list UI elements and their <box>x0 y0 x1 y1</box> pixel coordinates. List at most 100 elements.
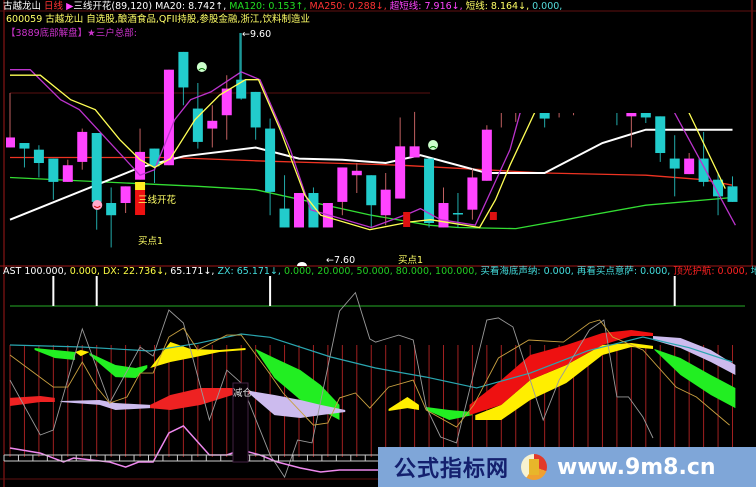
position-box-label: 减仓 <box>233 387 253 399</box>
candle <box>33 145 44 178</box>
candle <box>366 175 377 228</box>
red-signal-marker <box>403 212 411 227</box>
smile-face-icon <box>92 200 103 210</box>
position-box <box>232 382 249 463</box>
candle <box>337 167 348 216</box>
sad-face-icon <box>428 140 439 150</box>
candle <box>236 33 247 100</box>
low-price-label: ←7.60 <box>326 255 355 266</box>
sad-face-icon <box>196 62 207 72</box>
candle-body <box>424 158 435 224</box>
candle <box>77 128 88 170</box>
signal-bar-red <box>135 190 146 215</box>
candle <box>351 163 362 194</box>
signal-markers <box>92 62 497 227</box>
candle-body <box>163 69 174 166</box>
candle <box>467 168 478 220</box>
candle-body <box>698 158 709 182</box>
candle-body <box>120 186 131 204</box>
candle-body <box>713 179 724 197</box>
watermark-banner: 公式指标网 www.9m8.cn <box>378 447 756 487</box>
candle-body <box>337 167 348 202</box>
candle <box>250 91 261 140</box>
header-segment: 超短线: 7.916↓, <box>390 0 466 12</box>
indicator-band <box>75 349 90 357</box>
header-segment: MA250: 0.288↓, <box>310 1 390 12</box>
indicator-band <box>255 349 340 420</box>
red-signal-marker <box>489 212 497 220</box>
candle-body <box>294 193 304 228</box>
candle-body <box>207 120 218 129</box>
signal-bar-yellow <box>135 182 146 190</box>
candle <box>452 193 463 228</box>
watermark-url[interactable]: www.9m8.cn <box>557 454 716 480</box>
indicator-band <box>475 342 654 420</box>
buy-point-label: 买点1 <box>138 236 163 247</box>
candle <box>120 186 131 214</box>
candle-body <box>6 137 15 148</box>
candle <box>265 118 276 216</box>
header-segment: 短线: 8.164↓, <box>466 0 532 12</box>
candle-body <box>33 149 44 164</box>
candle-body <box>395 146 406 199</box>
candle <box>149 148 160 184</box>
signal-label: 三线开花 <box>138 194 177 206</box>
header-segment: 65.171↓, <box>170 266 217 277</box>
candle-body <box>727 186 738 202</box>
scroll-marker[interactable] <box>297 262 307 266</box>
header-segment: ZX: 65.171↓, <box>217 266 283 277</box>
header-segment: MA20: 8.742↑, <box>155 1 229 12</box>
candle <box>178 51 189 106</box>
indicator-vertical-bars <box>9 345 733 457</box>
indicator-band <box>150 387 250 411</box>
header-segment: 三线开花(89,120) <box>73 0 155 12</box>
header-segment: 顶光护航: 0.000, <box>673 265 750 277</box>
candle <box>192 83 203 149</box>
signal-ticks <box>52 276 676 306</box>
candle <box>655 116 666 162</box>
candle-body <box>669 158 680 169</box>
candle <box>698 131 709 187</box>
indicator-band <box>249 390 346 419</box>
candle <box>6 93 15 148</box>
header-segment: DX: 22.736↓, <box>103 266 170 277</box>
high-price-label: ←9.60 <box>242 29 271 40</box>
header-segment: 0.000, 20.000, 50.000, 80.000, 100.000, <box>284 266 480 277</box>
indicator-band <box>653 335 736 375</box>
buy-point-label-2: 买点1 <box>398 255 423 266</box>
candle <box>135 128 146 180</box>
watermark-site-name: 公式指标网 <box>394 457 510 482</box>
header-segment: 日线 <box>44 0 66 12</box>
candle-body <box>351 170 362 176</box>
indicator-header: AST 100.000, 0.000, DX: 22.736↓, 65.171↓… <box>3 265 756 277</box>
header-segment: 再看买点意萨: 0.000, <box>577 265 673 277</box>
candle-body <box>48 158 59 182</box>
candle-body <box>655 116 666 154</box>
indicator-title-line: 【3889底部解盘】★三户总部: <box>6 27 137 39</box>
candle-body <box>366 175 377 206</box>
stock-info-line: 600059 古越龙山 自选股,酿酒食品,QFII持股,参股金融,浙江,饮料制造… <box>6 13 310 25</box>
candle-body <box>19 143 30 149</box>
candle <box>481 125 492 181</box>
candle-body <box>452 213 463 215</box>
candle-body <box>221 88 232 116</box>
indicator-band <box>654 349 736 409</box>
indicator-band <box>89 352 148 378</box>
candle <box>395 117 406 199</box>
indicator-band <box>150 342 246 368</box>
candle-body <box>77 131 88 162</box>
indicator-band <box>388 397 419 412</box>
candle <box>163 69 174 166</box>
candle-body <box>279 208 290 228</box>
candle <box>727 176 738 202</box>
pink-indicator-line <box>9 424 380 473</box>
candle <box>106 187 117 248</box>
candle <box>409 111 420 158</box>
candle <box>62 159 73 182</box>
candle-body <box>106 203 117 216</box>
watermark-logo-icon <box>521 454 548 480</box>
candle-body <box>250 91 261 128</box>
indicator-band <box>469 329 654 416</box>
candle-body <box>135 151 146 180</box>
